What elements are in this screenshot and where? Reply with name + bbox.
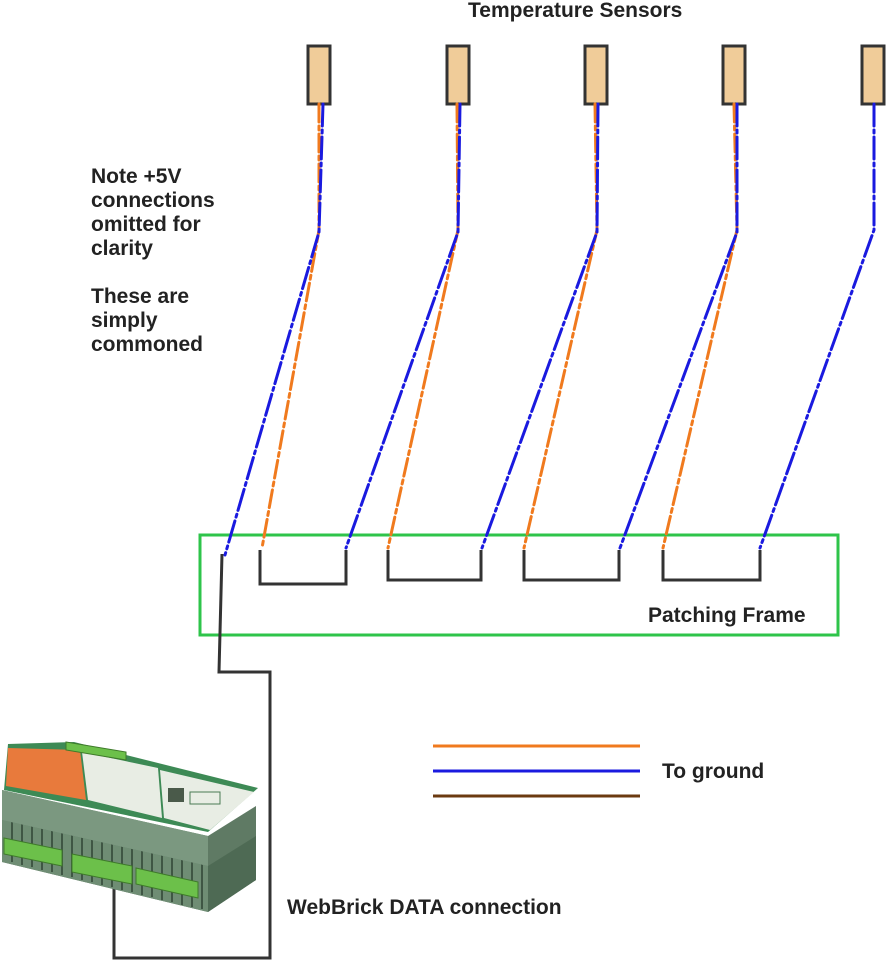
diagram-title: Temperature Sensors xyxy=(468,0,683,22)
patching-frame-box xyxy=(198,533,840,637)
legend xyxy=(433,744,640,798)
note-block-2: These are simply commoned xyxy=(91,285,291,357)
note-line: Note +5V xyxy=(91,165,182,188)
temperature-sensor-icon xyxy=(721,44,747,106)
blue-wire xyxy=(344,102,462,550)
temperature-sensor-icon xyxy=(583,44,609,106)
sensor-wires xyxy=(223,102,876,557)
temperature-sensor-icon xyxy=(445,44,471,106)
orange-wire xyxy=(661,102,739,550)
note-line: omitted for xyxy=(91,213,201,236)
legend-label: To ground xyxy=(662,760,765,783)
data-wire xyxy=(112,553,272,960)
blue-wire xyxy=(758,102,876,550)
patching-frame-label: Patching Frame xyxy=(648,604,806,627)
blue-wire xyxy=(618,102,739,550)
note-line: simply xyxy=(91,309,158,332)
blue-wire xyxy=(223,102,325,557)
note-line: These are xyxy=(91,285,190,308)
bridge-wire xyxy=(258,550,348,586)
bridge-wire xyxy=(661,550,762,582)
webbrick-label: WebBrick DATA connection xyxy=(287,896,562,919)
orange-wire xyxy=(522,102,599,550)
sensor-group xyxy=(306,44,886,106)
note-line: clarity xyxy=(91,237,153,260)
note-line: connections xyxy=(91,189,215,212)
patch-bridges xyxy=(258,550,762,586)
note-line: commoned xyxy=(91,333,204,356)
webbrick-device-icon xyxy=(2,741,258,912)
bridge-wire xyxy=(386,550,483,582)
bridge-wire xyxy=(522,550,621,582)
temperature-sensor-icon xyxy=(306,44,332,106)
blue-wire xyxy=(480,102,600,550)
orange-wire xyxy=(386,102,460,550)
temperature-sensor-icon xyxy=(860,44,886,106)
note-block: Note +5V connections omitted for clarity xyxy=(91,165,291,261)
